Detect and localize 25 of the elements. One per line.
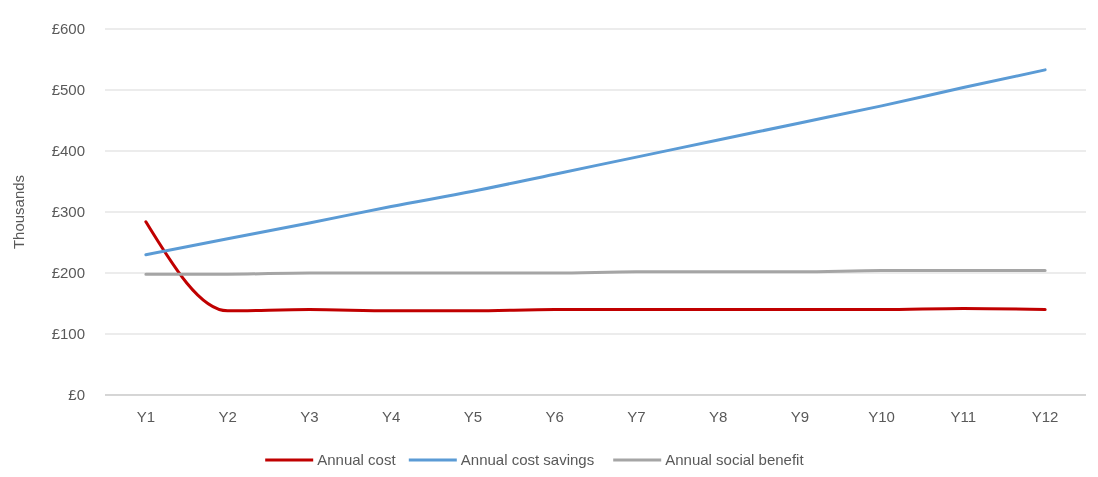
- x-tick-label: Y6: [545, 408, 564, 425]
- y-tick-label: £500: [51, 81, 85, 99]
- x-tick-label: Y12: [1031, 408, 1059, 425]
- legend-label: Annual cost savings: [460, 451, 595, 468]
- y-tick-label: £100: [51, 325, 85, 343]
- x-tick-label: Y11: [950, 408, 977, 425]
- y-tick-label: £400: [51, 142, 85, 160]
- x-tick-label: Y2: [218, 408, 237, 425]
- legend-label: Annual social benefit: [665, 451, 805, 468]
- y-tick-label: £300: [51, 203, 85, 221]
- x-tick-label: Y4: [381, 408, 401, 425]
- y-tick-label: £0: [68, 386, 85, 404]
- line-series: [144, 220, 1047, 313]
- x-tick-label: Y3: [300, 408, 319, 425]
- x-tick-label: Y8: [708, 408, 728, 425]
- y-axis-title: Thousands: [10, 174, 27, 250]
- legend-label: Annual cost: [317, 451, 397, 468]
- line-series: [144, 68, 1047, 257]
- x-tick-label: Y5: [463, 408, 483, 425]
- y-tick-label: £600: [51, 20, 85, 38]
- x-tick-label: Y9: [790, 408, 810, 425]
- x-tick-label: Y1: [136, 408, 156, 425]
- x-tick-label: Y10: [868, 408, 895, 425]
- y-tick-label: £200: [51, 264, 85, 282]
- x-tick-label: Y7: [627, 408, 646, 425]
